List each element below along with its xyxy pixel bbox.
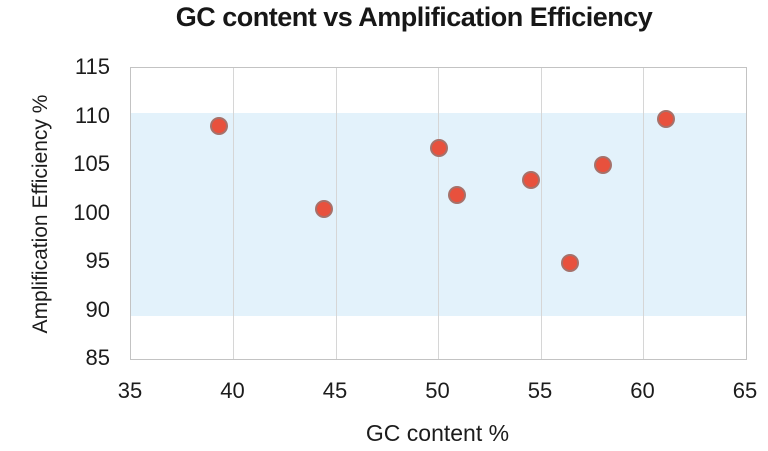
- data-point-2: [314, 199, 333, 218]
- x-tick-label-45: 45: [322, 378, 348, 403]
- x-tick-label-40: 40: [220, 378, 245, 403]
- x-tick-label-55: 55: [527, 378, 553, 403]
- x-tick-label-60: 60: [630, 378, 655, 403]
- data-point-3: [429, 138, 448, 157]
- x-tick-label-50: 50: [425, 378, 450, 403]
- y-tick-label-95: 95: [85, 248, 110, 273]
- gridline-x-40: [233, 68, 234, 359]
- data-point-6: [560, 253, 579, 272]
- y-tick-label-100: 100: [73, 199, 110, 225]
- chart-title: GC content vs Amplification Efficiency: [175, 2, 653, 32]
- data-point-8: [657, 110, 676, 129]
- gridline-x-50: [438, 68, 439, 359]
- gridline-x-60: [643, 68, 644, 359]
- data-point-5: [521, 170, 540, 189]
- data-point-4: [447, 186, 466, 205]
- y-tick-label-110: 110: [74, 102, 110, 128]
- x-axis-title: GC content %: [365, 420, 510, 446]
- x-tick-label-35: 35: [117, 378, 143, 403]
- x-tick-label-65: 65: [732, 378, 758, 403]
- gridline-x-45: [335, 68, 337, 359]
- y-tick-label-105: 105: [73, 151, 110, 176]
- y-tick-label-85: 85: [85, 345, 110, 370]
- gridline-x-55: [540, 68, 542, 359]
- y-tick-label-115: 115: [74, 54, 110, 79]
- plot-area: [130, 67, 747, 360]
- data-point-1: [210, 117, 229, 136]
- y-tick-label-90: 90: [85, 296, 110, 322]
- data-point-7: [593, 156, 612, 174]
